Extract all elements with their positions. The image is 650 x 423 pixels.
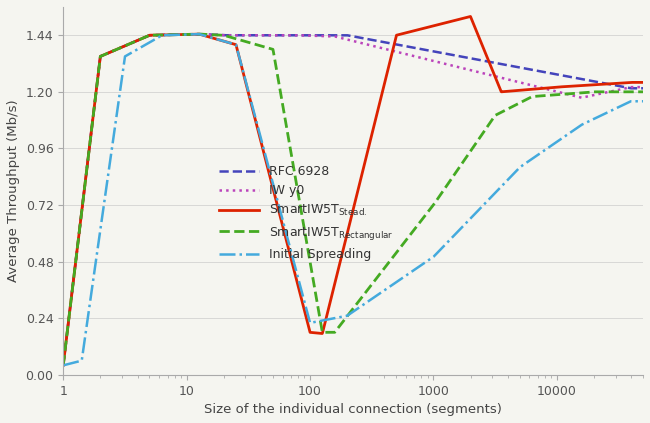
RFC 6928 [341, 33, 349, 38]
SmartIW5T_Stead. [341, 239, 349, 244]
Initial Spreading [59, 363, 67, 368]
SmartIW5T_Stead. [326, 301, 333, 306]
SmartIW5T_Rectangular [341, 316, 349, 321]
Legend: RFC 6928, IW y0, SmartIW5T$_{\mathregular{Stead.}}$, SmartIW5T$_{\mathregular{Re: RFC 6928, IW y0, SmartIW5T$_{\mathregula… [214, 160, 399, 266]
RFC 6928 [326, 33, 334, 38]
SmartIW5T_Rectangular [195, 32, 203, 37]
IW y0 [326, 34, 334, 39]
SmartIW5T_Rectangular [516, 100, 524, 105]
Initial Spreading [623, 101, 630, 106]
SmartIW5T_Stead. [516, 88, 524, 93]
SmartIW5T_Stead. [639, 80, 647, 85]
Initial Spreading [195, 32, 203, 37]
Initial Spreading [516, 165, 524, 170]
SmartIW5T_Rectangular [89, 116, 97, 121]
RFC 6928 [516, 65, 524, 70]
Line: RFC 6928: RFC 6928 [63, 34, 643, 365]
Line: IW y0: IW y0 [63, 34, 643, 365]
IW y0 [516, 80, 524, 85]
IW y0 [622, 85, 630, 91]
SmartIW5T_Stead. [622, 80, 630, 85]
RFC 6928 [89, 116, 97, 121]
SmartIW5T_Rectangular [326, 330, 334, 335]
SmartIW5T_Rectangular [639, 89, 647, 94]
RFC 6928 [639, 86, 647, 91]
SmartIW5T_Rectangular [622, 89, 630, 94]
Line: Initial Spreading: Initial Spreading [63, 34, 643, 365]
RFC 6928 [195, 32, 203, 37]
SmartIW5T_Rectangular [59, 363, 67, 368]
IW y0 [195, 32, 203, 37]
SmartIW5T_Stead. [59, 363, 67, 368]
X-axis label: Size of the individual connection (segments): Size of the individual connection (segme… [204, 403, 502, 416]
IW y0 [639, 85, 647, 90]
SmartIW5T_Stead. [623, 80, 630, 85]
Initial Spreading [639, 99, 647, 104]
Initial Spreading [89, 280, 97, 285]
SmartIW5T_Stead. [89, 116, 97, 121]
SmartIW5T_Rectangular [623, 89, 630, 94]
IW y0 [341, 36, 349, 41]
Line: SmartIW5T_Rectangular: SmartIW5T_Rectangular [63, 34, 643, 365]
SmartIW5T_Stead. [466, 14, 474, 19]
Y-axis label: Average Throughput (Mb/s): Average Throughput (Mb/s) [7, 99, 20, 282]
Initial Spreading [326, 316, 334, 321]
IW y0 [623, 85, 630, 91]
IW y0 [89, 116, 97, 121]
RFC 6928 [59, 363, 67, 368]
RFC 6928 [622, 85, 630, 90]
RFC 6928 [623, 85, 630, 90]
Line: SmartIW5T_Stead.: SmartIW5T_Stead. [63, 16, 643, 365]
IW y0 [59, 363, 67, 368]
Initial Spreading [622, 101, 630, 106]
Initial Spreading [341, 313, 349, 319]
